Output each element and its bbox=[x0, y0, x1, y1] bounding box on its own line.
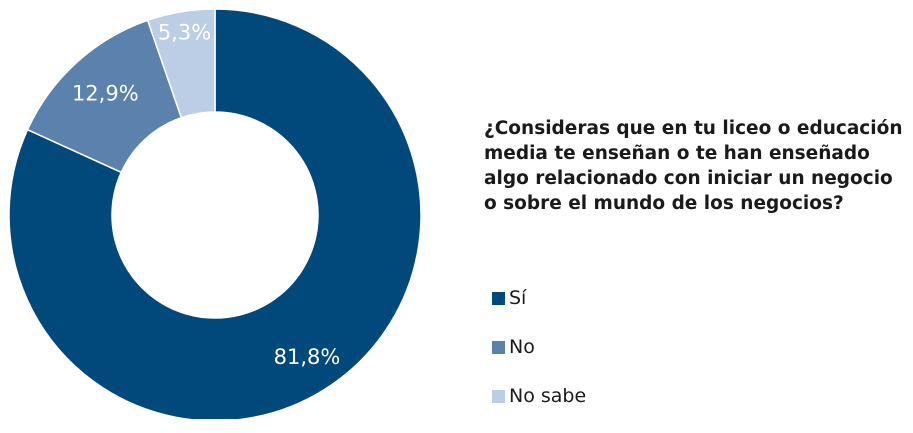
slice-label-no-sabe: 5,3% bbox=[158, 21, 211, 45]
slice-si bbox=[8, 8, 422, 419]
slice-label-no: 12,9% bbox=[72, 81, 139, 105]
legend-label: No bbox=[509, 336, 535, 358]
slice-no-sabe bbox=[146, 8, 216, 119]
donut-slices bbox=[8, 8, 422, 419]
legend-label: Sí bbox=[509, 287, 527, 309]
legend-label: No sabe bbox=[509, 385, 587, 407]
legend-swatch bbox=[492, 389, 505, 403]
slice-label-si: 81,8% bbox=[274, 345, 341, 369]
chart-title: ¿Consideras que en tu liceo o educación … bbox=[484, 118, 903, 214]
legend: Sí No No sabe bbox=[492, 286, 586, 433]
legend-item-no: No bbox=[492, 335, 586, 359]
legend-item-no-sabe: No sabe bbox=[492, 384, 586, 408]
legend-item-si: Sí bbox=[492, 286, 586, 310]
donut-chart: 81,8% 12,9% 5,3% bbox=[8, 8, 422, 419]
legend-swatch bbox=[492, 291, 505, 305]
legend-swatch bbox=[492, 340, 505, 354]
slice-labels: 81,8% 12,9% 5,3% bbox=[72, 21, 340, 369]
